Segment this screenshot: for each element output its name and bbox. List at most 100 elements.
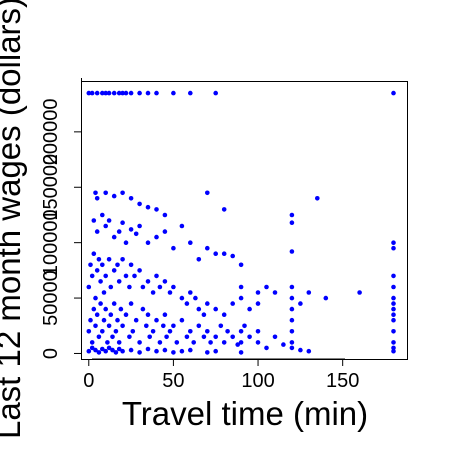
data-point	[154, 90, 159, 96]
y-axis-title: Last 12 month wages (dollars)	[0, 0, 27, 439]
data-point	[128, 262, 134, 268]
data-point	[391, 240, 396, 245]
data-point	[391, 301, 396, 306]
data-point	[157, 340, 163, 345]
data-point	[171, 245, 176, 251]
data-point	[123, 312, 129, 318]
data-point	[110, 347, 115, 353]
data-point	[289, 212, 295, 218]
data-point	[255, 301, 261, 306]
data-point	[128, 196, 134, 201]
data-point	[111, 301, 117, 306]
data-point	[150, 290, 156, 295]
data-point	[120, 90, 125, 96]
data-point	[255, 290, 261, 295]
data-point	[103, 306, 108, 312]
data-point	[96, 350, 102, 355]
data-point	[118, 306, 124, 312]
data-point	[184, 334, 190, 340]
data-point	[238, 329, 244, 334]
data-point	[391, 245, 396, 251]
data-point	[113, 329, 119, 334]
data-point	[127, 284, 132, 290]
data-point	[110, 334, 115, 340]
data-point	[357, 290, 362, 295]
data-point	[391, 317, 396, 323]
data-point	[264, 284, 269, 290]
data-point	[272, 290, 278, 295]
data-point	[230, 334, 235, 340]
data-point	[264, 345, 269, 351]
data-point	[289, 345, 295, 351]
data-point	[111, 90, 117, 96]
data-point	[174, 340, 180, 345]
data-point	[111, 193, 117, 199]
data-point	[157, 284, 163, 290]
data-point	[298, 347, 303, 353]
data-point	[391, 284, 396, 290]
data-point	[93, 323, 98, 329]
data-point	[179, 295, 185, 301]
data-point	[106, 90, 112, 96]
data-point	[94, 312, 100, 318]
data-point	[238, 350, 244, 355]
data-point	[123, 240, 129, 245]
data-point	[115, 317, 120, 323]
data-point	[391, 312, 396, 318]
data-point	[208, 340, 213, 345]
data-point	[306, 348, 312, 354]
data-point	[213, 251, 218, 256]
data-point	[103, 90, 108, 96]
data-point	[154, 273, 159, 279]
data-point	[123, 273, 129, 279]
data-point	[213, 90, 218, 96]
data-point	[106, 218, 112, 223]
data-point	[162, 279, 168, 284]
data-point	[289, 340, 295, 345]
data-point	[93, 295, 98, 301]
data-point	[144, 323, 149, 329]
data-point	[91, 306, 97, 312]
data-point	[140, 306, 146, 312]
data-point	[137, 268, 142, 273]
data-point	[101, 317, 107, 323]
data-point	[247, 334, 252, 340]
plot-area-frame	[81, 81, 408, 360]
data-point	[86, 348, 92, 354]
data-point	[116, 90, 122, 96]
data-point	[88, 262, 93, 268]
data-point	[205, 245, 210, 251]
data-point	[162, 212, 168, 218]
data-point	[137, 350, 142, 355]
data-point	[106, 257, 112, 262]
data-point	[94, 268, 100, 273]
data-point	[298, 301, 303, 306]
data-point	[89, 273, 95, 279]
data-point	[255, 329, 261, 334]
data-point	[391, 273, 396, 279]
x-tick-label: 150	[326, 370, 359, 392]
data-point	[116, 346, 122, 352]
x-axis-title: Travel time (min)	[122, 395, 368, 432]
data-point	[188, 240, 193, 245]
data-point	[171, 90, 176, 96]
data-point	[193, 295, 198, 301]
data-point	[86, 90, 92, 96]
data-point	[184, 301, 190, 306]
data-point	[154, 234, 159, 240]
data-point	[98, 279, 103, 284]
data-point	[94, 229, 100, 234]
data-point	[213, 348, 218, 354]
data-point	[315, 196, 320, 201]
data-point	[289, 249, 295, 254]
data-point	[116, 340, 122, 345]
data-point	[100, 212, 105, 218]
data-point	[201, 334, 207, 340]
data-point	[225, 329, 230, 334]
data-point	[221, 207, 227, 212]
data-point	[323, 295, 329, 301]
data-point	[128, 347, 134, 353]
data-point	[205, 350, 210, 355]
y-tick-label: 0	[40, 348, 62, 359]
data-point	[145, 312, 151, 318]
